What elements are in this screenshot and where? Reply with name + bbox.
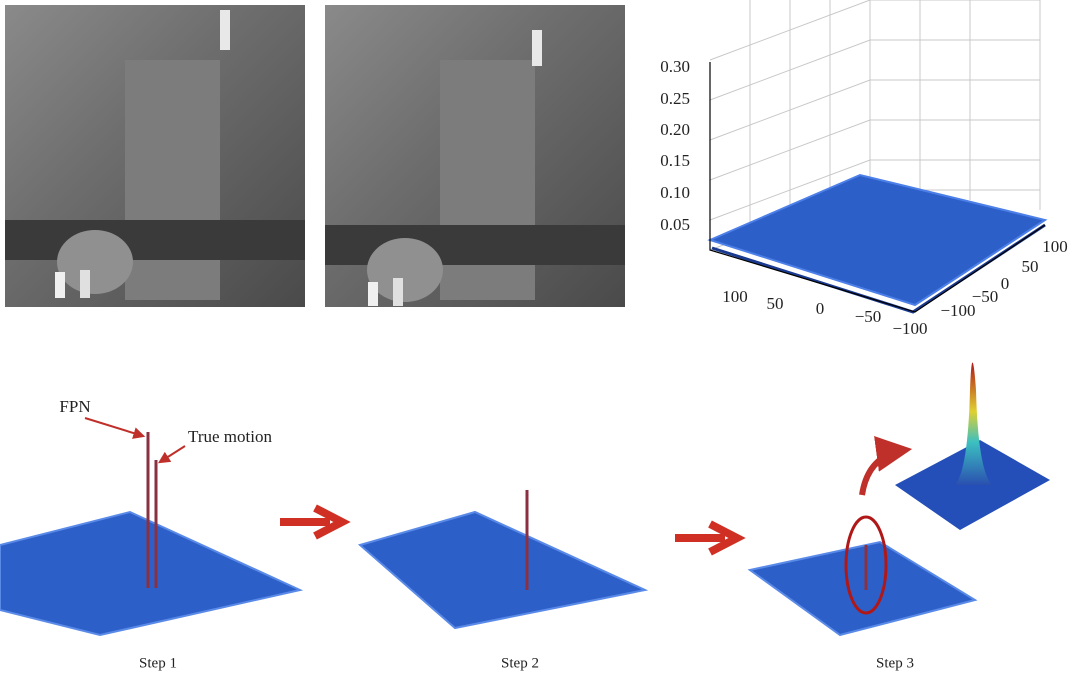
arrow [280, 504, 351, 540]
annotation: True motion [188, 427, 272, 446]
y-tick-label: −100 [940, 301, 975, 320]
z-tick-label: 0.25 [660, 89, 690, 108]
y-tick-label: 50 [1022, 257, 1039, 276]
x-tick-label: −50 [855, 307, 882, 326]
step-label: Step 3 [876, 655, 914, 671]
x-tick-label: −100 [892, 319, 927, 338]
y-tick-label: 0 [1001, 274, 1010, 293]
z-tick-label: 0.30 [660, 57, 690, 76]
surface-plot: 0.30 0.25 0.20 0.15 0.10 0.05 100 50 0 −… [660, 0, 1068, 338]
thermal-image-1 [5, 5, 305, 307]
step-label: Step 2 [501, 655, 539, 671]
x-tick-label: 100 [722, 287, 748, 306]
arrow [675, 520, 746, 556]
step-3 [747, 362, 1050, 637]
step-1 [0, 417, 304, 637]
z-tick-label: 0.15 [660, 151, 690, 170]
step-2 [357, 490, 649, 630]
annotation: FPN [59, 397, 90, 416]
x-tick-label: 0 [816, 299, 825, 318]
y-tick-label: 100 [1042, 237, 1068, 256]
z-tick-label: 0.05 [660, 215, 690, 234]
step-label: Step 1 [139, 655, 177, 671]
thermal-image-2 [325, 5, 625, 307]
y-tick-label: −50 [972, 287, 999, 306]
z-tick-label: 0.20 [660, 120, 690, 139]
x-tick-label: 50 [767, 294, 784, 313]
z-tick-label: 0.10 [660, 183, 690, 202]
